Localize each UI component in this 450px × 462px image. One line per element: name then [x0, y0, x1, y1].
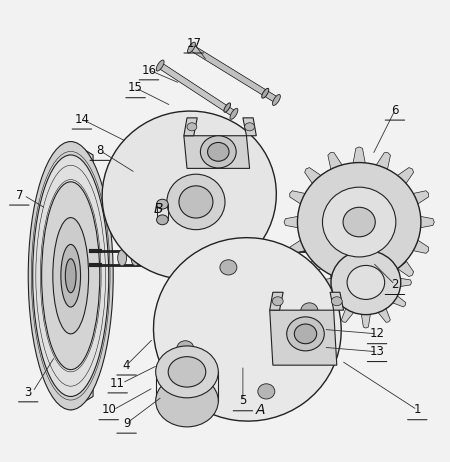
Text: 10: 10 [101, 403, 116, 416]
Polygon shape [305, 168, 324, 187]
Ellipse shape [262, 88, 269, 98]
Polygon shape [158, 63, 236, 116]
Polygon shape [326, 258, 341, 270]
Polygon shape [328, 152, 343, 172]
Text: 3: 3 [25, 385, 32, 399]
Polygon shape [409, 238, 428, 253]
Text: 14: 14 [74, 113, 90, 126]
Ellipse shape [343, 207, 375, 237]
Polygon shape [361, 314, 370, 328]
Ellipse shape [301, 303, 318, 318]
Polygon shape [270, 292, 283, 310]
Ellipse shape [272, 297, 283, 306]
Polygon shape [243, 118, 256, 136]
Polygon shape [190, 45, 278, 103]
Polygon shape [290, 238, 309, 253]
Polygon shape [184, 136, 250, 168]
Ellipse shape [157, 215, 168, 225]
Ellipse shape [42, 182, 100, 370]
Polygon shape [184, 118, 197, 136]
Ellipse shape [153, 237, 341, 421]
Polygon shape [342, 308, 354, 322]
Ellipse shape [323, 187, 396, 257]
Polygon shape [305, 258, 324, 277]
Ellipse shape [187, 123, 197, 131]
Polygon shape [353, 279, 366, 297]
Text: B: B [153, 201, 162, 216]
Ellipse shape [188, 42, 195, 53]
Polygon shape [391, 294, 406, 307]
Ellipse shape [297, 163, 421, 281]
Polygon shape [353, 147, 366, 165]
Ellipse shape [61, 244, 81, 307]
Ellipse shape [220, 260, 237, 275]
Polygon shape [328, 272, 343, 292]
Ellipse shape [157, 199, 168, 209]
Polygon shape [71, 141, 93, 410]
Ellipse shape [65, 259, 76, 293]
Polygon shape [378, 308, 390, 322]
Text: 4: 4 [123, 359, 130, 371]
Text: 15: 15 [128, 81, 143, 94]
Ellipse shape [177, 341, 194, 356]
Ellipse shape [102, 111, 276, 280]
Polygon shape [375, 272, 391, 292]
Ellipse shape [207, 142, 229, 161]
Polygon shape [378, 243, 390, 257]
Polygon shape [395, 168, 414, 187]
Polygon shape [270, 310, 337, 365]
Polygon shape [320, 278, 334, 287]
Polygon shape [326, 294, 341, 307]
Polygon shape [190, 45, 278, 103]
Ellipse shape [117, 250, 126, 266]
Text: 6: 6 [391, 104, 399, 117]
Ellipse shape [245, 123, 255, 131]
Polygon shape [158, 63, 236, 116]
Ellipse shape [200, 136, 236, 168]
Polygon shape [361, 237, 370, 250]
Ellipse shape [131, 250, 140, 266]
Text: 5: 5 [239, 395, 247, 407]
Text: 16: 16 [141, 63, 157, 77]
Text: 8: 8 [96, 144, 104, 157]
Ellipse shape [258, 384, 275, 399]
Text: 9: 9 [123, 417, 130, 430]
Text: 1: 1 [414, 403, 421, 416]
Text: 7: 7 [16, 188, 23, 202]
Polygon shape [290, 191, 309, 206]
Polygon shape [391, 258, 406, 270]
Text: 12: 12 [369, 328, 385, 340]
Text: A: A [256, 403, 265, 417]
Polygon shape [330, 292, 343, 310]
Text: 17: 17 [186, 36, 201, 50]
Ellipse shape [156, 60, 164, 71]
Ellipse shape [179, 186, 213, 218]
Text: 2: 2 [391, 278, 399, 291]
Ellipse shape [332, 297, 342, 306]
Ellipse shape [53, 218, 89, 334]
Ellipse shape [287, 317, 324, 351]
Ellipse shape [168, 357, 206, 387]
Ellipse shape [224, 103, 230, 112]
Ellipse shape [294, 324, 317, 344]
Ellipse shape [230, 109, 238, 119]
Ellipse shape [156, 346, 218, 398]
Ellipse shape [28, 141, 113, 410]
Ellipse shape [33, 155, 109, 396]
Polygon shape [409, 191, 428, 206]
Polygon shape [342, 243, 354, 257]
Ellipse shape [167, 174, 225, 230]
Polygon shape [416, 216, 434, 229]
Text: 11: 11 [110, 377, 125, 389]
Polygon shape [398, 278, 411, 287]
Polygon shape [375, 152, 391, 172]
Ellipse shape [347, 266, 385, 299]
Ellipse shape [156, 375, 218, 427]
Text: 13: 13 [369, 345, 384, 358]
Ellipse shape [331, 250, 401, 315]
Ellipse shape [273, 95, 280, 105]
Polygon shape [395, 258, 414, 277]
Polygon shape [284, 216, 302, 229]
